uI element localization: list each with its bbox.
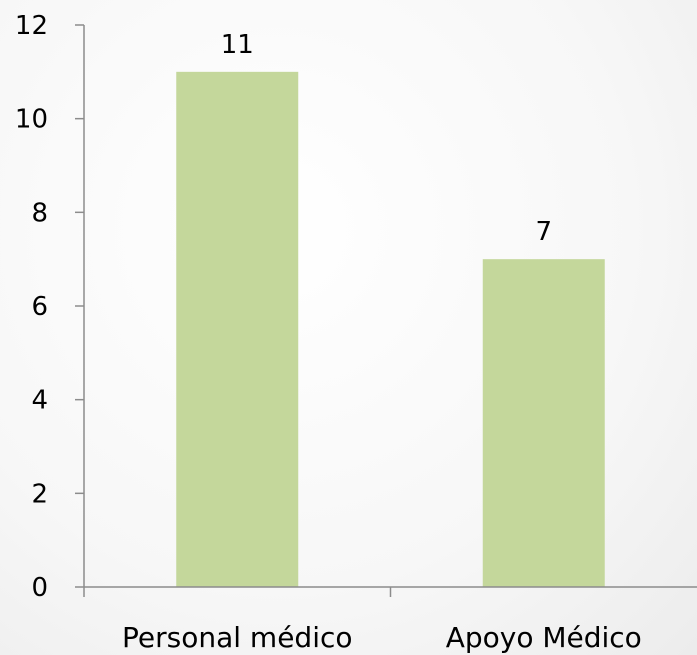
- y-axis: 0 2 4 6 8 10 12: [15, 11, 85, 603]
- bar-2: [482, 259, 605, 587]
- x-tick-label: Apoyo Médico: [446, 621, 642, 654]
- y-tick-label: 2: [31, 479, 48, 509]
- data-label-2: 7: [535, 217, 552, 247]
- y-tick-label: 6: [31, 292, 48, 322]
- y-tick-label: 0: [31, 573, 48, 603]
- x-axis: Personal médico Apoyo Médico: [83, 586, 697, 654]
- y-tick-label: 4: [31, 386, 48, 416]
- y-tick-label: 8: [31, 198, 48, 228]
- bar-1: [176, 71, 299, 588]
- y-tick-label: 10: [15, 105, 48, 135]
- y-tick-label: 12: [15, 11, 48, 41]
- x-tick-label: Personal médico: [122, 621, 353, 654]
- bars: 11 7: [176, 30, 605, 588]
- data-label-1: 11: [221, 30, 254, 60]
